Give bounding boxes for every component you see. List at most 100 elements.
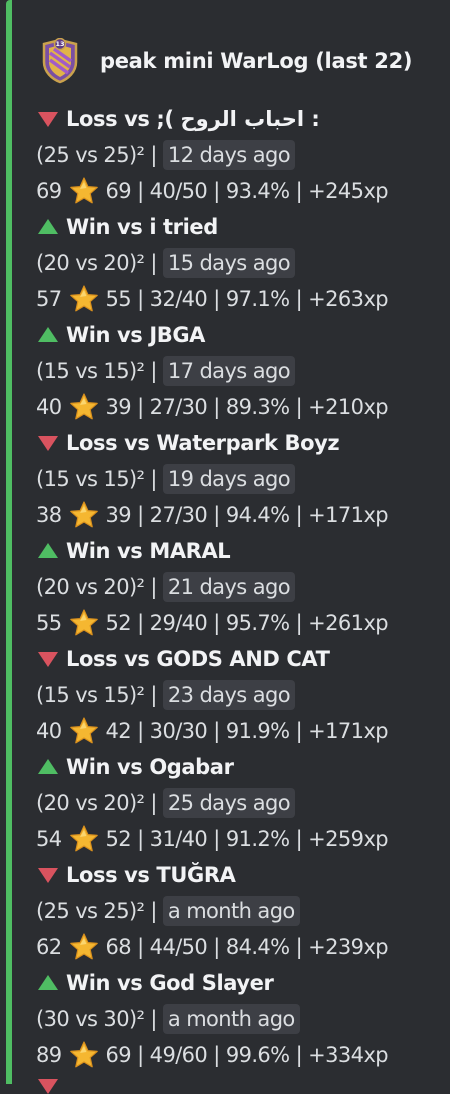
- war-result-line: Loss vs Waterpark Boyz: [36, 425, 450, 461]
- war-stats-line: 40 39 | 27/30 | 89.3% | +210xp: [36, 389, 450, 425]
- war-stats: 52 | 31/40 | 91.2% | +259xp: [105, 827, 389, 851]
- loss-triangle-icon: [38, 652, 58, 667]
- war-entry: Win vs God Slayer (30 vs 30)² | a month …: [36, 965, 450, 1073]
- war-headline: Win vs i tried: [66, 215, 218, 239]
- war-entry: Win vs i tried (20 vs 20)² | 15 days ago…: [36, 209, 450, 317]
- war-stats: 68 | 44/50 | 84.4% | +239xp: [105, 935, 389, 959]
- separator: |: [150, 251, 157, 275]
- war-size-line: (15 vs 15)² | 23 days ago: [36, 677, 450, 713]
- star-icon: [69, 1041, 98, 1068]
- war-our-stars: 40: [36, 395, 62, 419]
- war-headline: Loss vs ;( احباب الروح :: [66, 107, 320, 131]
- war-result-line: Loss vs TUĞRA: [36, 857, 450, 893]
- war-stats: 52 | 29/40 | 95.7% | +261xp: [105, 611, 389, 635]
- war-our-stars: 40: [36, 719, 62, 743]
- war-timestamp[interactable]: 21 days ago: [162, 572, 295, 602]
- clan-badge-level: 13: [55, 40, 64, 48]
- war-size: (15 vs 15)²: [36, 359, 145, 383]
- loss-triangle-icon: [38, 436, 58, 451]
- war-size: (20 vs 20)²: [36, 251, 145, 275]
- war-headline: Win vs God Slayer: [66, 971, 274, 995]
- war-headline: Win vs JBGA: [66, 323, 206, 347]
- war-timestamp[interactable]: 19 days ago: [162, 464, 295, 494]
- war-size: (15 vs 15)²: [36, 467, 145, 491]
- war-timestamp[interactable]: a month ago: [162, 1004, 300, 1034]
- separator: |: [150, 683, 157, 707]
- war-timestamp[interactable]: 23 days ago: [162, 680, 295, 710]
- star-icon: [69, 933, 98, 960]
- war-size: (25 vs 25)²: [36, 899, 145, 923]
- war-size: (20 vs 20)²: [36, 791, 145, 815]
- win-triangle-icon: [38, 327, 58, 342]
- separator: |: [150, 143, 157, 167]
- war-result-line: Win vs Ogabar: [36, 749, 450, 785]
- war-size-line: (20 vs 20)² | 21 days ago: [36, 569, 450, 605]
- separator: |: [150, 467, 157, 491]
- war-our-stars: 55: [36, 611, 62, 635]
- war-entry: Win vs JBGA (15 vs 15)² | 17 days ago 40…: [36, 317, 450, 425]
- star-icon: [69, 609, 98, 636]
- war-size-line: (30 vs 30)² | a month ago: [36, 1001, 450, 1037]
- war-entry: Loss vs TUĞRA (25 vs 25)² | a month ago …: [36, 857, 450, 965]
- clan-badge-icon: 13: [42, 38, 78, 84]
- war-stats: 69 | 49/60 | 99.6% | +334xp: [105, 1043, 389, 1067]
- win-triangle-icon: [38, 759, 58, 774]
- war-result-line: Win vs MARAL: [36, 533, 450, 569]
- win-triangle-icon: [38, 219, 58, 234]
- war-entry: Loss vs Waterpark Boyz (15 vs 15)² | 19 …: [36, 425, 450, 533]
- war-our-stars: 89: [36, 1043, 62, 1067]
- war-size: (15 vs 15)²: [36, 683, 145, 707]
- war-size: (30 vs 30)²: [36, 1007, 145, 1031]
- war-headline: Loss vs GODS AND CAT: [66, 647, 330, 671]
- embed-header: 13 peak mini WarLog (last 22): [38, 38, 413, 84]
- war-stats-line: 62 68 | 44/50 | 84.4% | +239xp: [36, 929, 450, 965]
- war-stats-line: 40 42 | 30/30 | 91.9% | +171xp: [36, 713, 450, 749]
- star-icon: [69, 393, 98, 420]
- war-size-line: (15 vs 15)² | 19 days ago: [36, 461, 450, 497]
- separator: |: [150, 899, 157, 923]
- war-result-line: Loss vs GODS AND CAT: [36, 641, 450, 677]
- war-list: Loss vs ;( احباب الروح : (25 vs 25)² | 1…: [36, 101, 450, 1073]
- separator: |: [150, 575, 157, 599]
- war-timestamp[interactable]: 17 days ago: [162, 356, 295, 386]
- war-result-line: Win vs JBGA: [36, 317, 450, 353]
- war-size-line: (15 vs 15)² | 17 days ago: [36, 353, 450, 389]
- war-timestamp[interactable]: a month ago: [162, 896, 300, 926]
- war-our-stars: 62: [36, 935, 62, 959]
- war-our-stars: 54: [36, 827, 62, 851]
- war-stats-line: 55 52 | 29/40 | 95.7% | +261xp: [36, 605, 450, 641]
- war-size-line: (20 vs 20)² | 25 days ago: [36, 785, 450, 821]
- war-headline: Loss vs Waterpark Boyz: [66, 431, 340, 455]
- star-icon: [69, 285, 98, 312]
- war-result-line: Win vs God Slayer: [36, 965, 450, 1001]
- war-stats-line: 57 55 | 32/40 | 97.1% | +263xp: [36, 281, 450, 317]
- war-timestamp[interactable]: 12 days ago: [162, 140, 295, 170]
- war-our-stars: 38: [36, 503, 62, 527]
- war-timestamp[interactable]: 25 days ago: [162, 788, 295, 818]
- war-result-line: Win vs i tried: [36, 209, 450, 245]
- war-stats-line: 38 39 | 27/30 | 94.4% | +171xp: [36, 497, 450, 533]
- war-stats: 39 | 27/30 | 94.4% | +171xp: [105, 503, 389, 527]
- war-size: (20 vs 20)²: [36, 575, 145, 599]
- war-size-line: (20 vs 20)² | 15 days ago: [36, 245, 450, 281]
- war-stats-line: 69 69 | 40/50 | 93.4% | +245xp: [36, 173, 450, 209]
- separator: |: [150, 1007, 157, 1031]
- separator: |: [150, 359, 157, 383]
- separator: |: [150, 791, 157, 815]
- war-size: (25 vs 25)²: [36, 143, 145, 167]
- war-entry: Win vs Ogabar (20 vs 20)² | 25 days ago …: [36, 749, 450, 857]
- war-stats: 39 | 27/30 | 89.3% | +210xp: [105, 395, 389, 419]
- loss-triangle-icon: [38, 868, 58, 883]
- embed-title: peak mini WarLog (last 22): [100, 49, 413, 73]
- star-icon: [69, 177, 98, 204]
- war-result-line: Loss vs ;( احباب الروح :: [36, 101, 450, 137]
- war-entry: Win vs MARAL (20 vs 20)² | 21 days ago 5…: [36, 533, 450, 641]
- star-icon: [69, 717, 98, 744]
- war-stats: 42 | 30/30 | 91.9% | +171xp: [105, 719, 389, 743]
- war-stats-line: 54 52 | 31/40 | 91.2% | +259xp: [36, 821, 450, 857]
- war-headline: Loss vs TUĞRA: [66, 863, 236, 887]
- war-stats: 55 | 32/40 | 97.1% | +263xp: [105, 287, 389, 311]
- embed-accent-bar: [6, 0, 12, 1084]
- war-timestamp[interactable]: 15 days ago: [162, 248, 295, 278]
- war-entry: Loss vs GODS AND CAT (15 vs 15)² | 23 da…: [36, 641, 450, 749]
